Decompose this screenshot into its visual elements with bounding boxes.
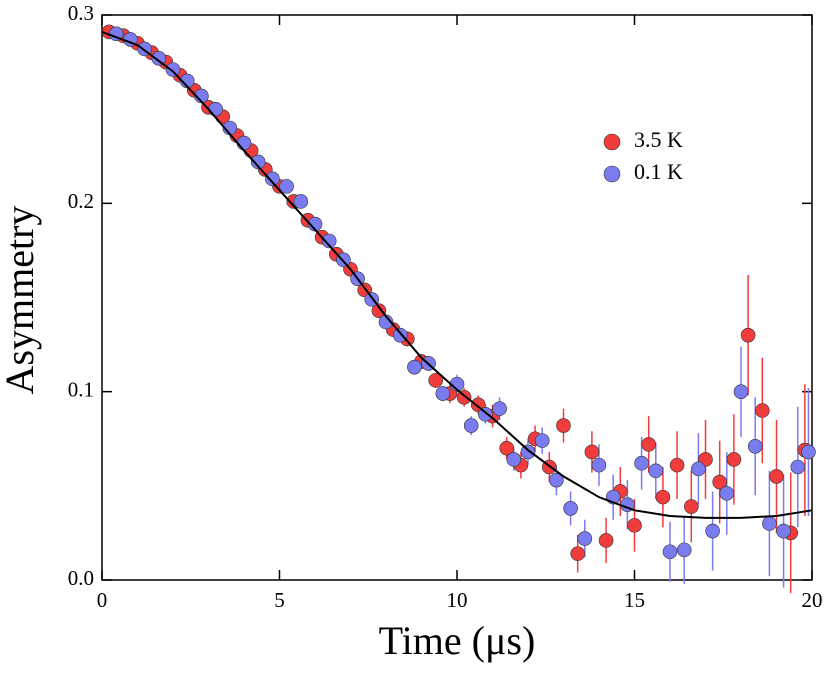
data-point	[321, 233, 337, 249]
data-point	[598, 533, 614, 548]
data-point	[726, 452, 742, 467]
y-tick-label: 0.1	[68, 377, 94, 401]
legend-marker	[603, 165, 621, 183]
data-point	[776, 523, 791, 539]
data-point	[577, 531, 593, 546]
x-tick-label: 0	[97, 588, 108, 612]
legend-label: 3.5 K	[634, 127, 683, 152]
x-tick-label: 5	[274, 588, 285, 612]
data-point	[151, 51, 167, 66]
data-point	[676, 542, 692, 558]
legend-label: 0.1 K	[634, 159, 683, 184]
data-point	[683, 499, 699, 514]
x-axis-label: Time (μs)	[379, 618, 536, 663]
data-point	[293, 194, 309, 209]
data-point	[165, 62, 181, 77]
data-point	[712, 474, 728, 490]
data-point	[719, 486, 735, 501]
data-point	[265, 171, 280, 187]
data-point	[435, 386, 451, 401]
data-point	[634, 455, 649, 471]
data-point	[691, 461, 706, 477]
y-tick-label: 0.3	[68, 1, 94, 25]
data-point	[669, 457, 685, 473]
data-point	[208, 101, 223, 117]
data-point	[754, 403, 770, 418]
data-point	[733, 384, 749, 399]
data-point	[790, 459, 806, 475]
fit-line	[101, 31, 813, 519]
data-point	[769, 469, 784, 484]
data-point	[762, 516, 777, 531]
data-point	[747, 438, 763, 454]
data-point	[648, 463, 664, 479]
data-point	[563, 501, 578, 516]
data-point	[492, 401, 507, 416]
data-point	[655, 489, 671, 505]
data-point	[641, 437, 657, 452]
data-point	[520, 444, 536, 460]
data-point	[801, 444, 816, 460]
data-point	[499, 440, 515, 456]
x-tick-label: 10	[447, 588, 468, 612]
data-point	[236, 135, 252, 151]
data-point	[705, 523, 720, 539]
data-point	[556, 418, 571, 433]
data-point	[549, 472, 564, 488]
y-tick-label: 0.2	[68, 189, 94, 213]
data-point	[371, 303, 387, 318]
data-point	[570, 546, 586, 561]
data-point	[392, 327, 408, 343]
data-point	[662, 544, 678, 560]
y-axis-label: Asymmetry	[0, 206, 42, 395]
data-point	[534, 433, 550, 448]
data-point	[584, 444, 600, 460]
data-point	[407, 359, 422, 375]
legend-marker	[603, 133, 621, 151]
data-point	[463, 418, 479, 433]
y-tick-label: 0.0	[68, 566, 94, 590]
data-point	[627, 518, 642, 533]
data-point	[428, 373, 444, 388]
data-point	[250, 154, 266, 170]
data-point	[506, 452, 522, 467]
data-point	[279, 179, 294, 194]
x-tick-label: 20	[802, 588, 823, 612]
x-tick-label: 15	[624, 588, 645, 612]
data-point	[740, 327, 756, 343]
data-point	[591, 457, 607, 473]
